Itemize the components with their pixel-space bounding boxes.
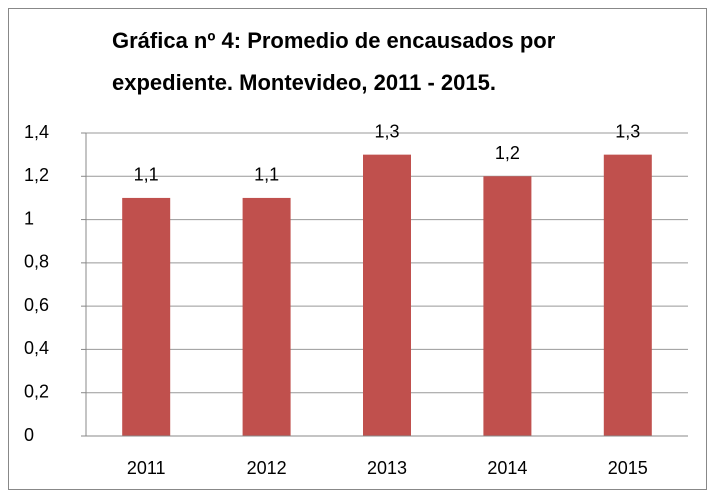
value-label: 1,1: [254, 165, 279, 185]
bar: [242, 197, 291, 436]
x-tick-label: 2015: [608, 458, 648, 478]
value-label: 1,2: [495, 143, 520, 163]
x-tick-label: 2012: [247, 458, 287, 478]
value-label: 1,3: [374, 121, 399, 141]
bar: [483, 176, 532, 437]
bar: [122, 197, 171, 436]
bar: [363, 154, 411, 436]
y-tick-label: 1,2: [24, 165, 49, 185]
y-tick-label: 0,6: [24, 295, 49, 315]
value-label: 1,1: [134, 165, 159, 185]
y-tick-label: 1: [24, 208, 34, 228]
y-tick-label: 0: [24, 425, 34, 445]
x-tick-label: 2013: [367, 458, 407, 478]
y-tick-label: 1,4: [24, 122, 49, 142]
x-tick-label: 2014: [487, 458, 527, 478]
y-tick-label: 0,4: [24, 338, 49, 358]
y-tick-label: 0,2: [24, 381, 49, 401]
x-tick-label: 2011: [127, 458, 166, 478]
bar: [603, 154, 652, 436]
value-label: 1,3: [615, 121, 640, 141]
y-tick-label: 0,8: [24, 252, 49, 272]
chart-title: Gráfica nº 4: Promedio de encausados por…: [112, 28, 556, 95]
